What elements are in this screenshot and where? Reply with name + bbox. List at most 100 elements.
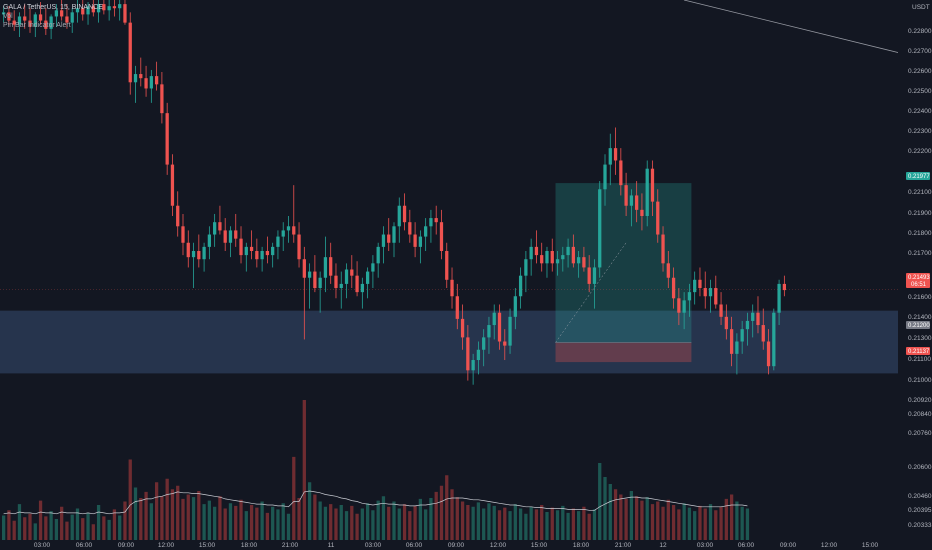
price-tick-label: 0.22400 (908, 108, 932, 115)
candle (487, 316, 491, 354)
trend-lines[interactable] (0, 0, 905, 290)
price-axis[interactable]: USDT 0.22800 0.22700 0.22600 0.22500 0.22400 0… (898, 0, 932, 540)
volume-bar (460, 501, 465, 540)
position-profit-zone[interactable] (555, 183, 692, 343)
time-axis[interactable]: 03:00 06:00 09:00 12:00 15:00 18:00 21:00 11 03:… (0, 540, 932, 550)
candle (96, 0, 101, 23)
volume-bar (740, 506, 744, 540)
volume-bar (687, 507, 692, 540)
candle-body (761, 325, 765, 342)
candle-body (318, 277, 322, 289)
volume-bar (249, 505, 254, 540)
volume-bar (28, 513, 32, 540)
candle (339, 271, 343, 309)
volume-bar (297, 498, 301, 540)
candle-body (70, 12, 74, 23)
candle (719, 292, 723, 326)
candle-body (524, 259, 528, 276)
volume-bar (387, 506, 391, 540)
candle (7, 6, 11, 25)
volume-indicator-label[interactable]: Vol (3, 13, 13, 20)
candle (645, 160, 649, 227)
candle-body (756, 312, 760, 326)
pin-bar-indicator-label[interactable]: Pin Bar Indicator Alert (3, 22, 71, 29)
price-tick-label: 0.21100 (908, 356, 931, 363)
volume-bar (133, 487, 138, 540)
candle (524, 250, 528, 293)
volume-bar (81, 518, 85, 540)
volume-bar (265, 512, 270, 540)
symbol-title[interactable]: GALA / TetherUS, 15, BINANCE (3, 4, 103, 11)
volume-bar (329, 504, 333, 540)
candle (213, 213, 217, 247)
candle (297, 222, 301, 268)
price-tag-background (906, 273, 930, 288)
candle (202, 242, 206, 272)
candle-body (429, 218, 433, 227)
candle-body (729, 329, 734, 354)
trend-line[interactable] (683, 0, 905, 55)
time-tick-label: 18:00 (241, 542, 258, 549)
candle-body (397, 205, 401, 227)
candle-body (271, 246, 275, 256)
candle (624, 172, 628, 217)
candle-body (176, 205, 180, 227)
candle-body (534, 246, 539, 256)
candle-body (466, 337, 470, 371)
volume-bar (582, 506, 586, 540)
volume-bars (2, 400, 750, 540)
candle (513, 288, 517, 330)
candle (545, 246, 549, 278)
candle (186, 230, 190, 268)
candle-body (587, 267, 591, 284)
candle (687, 283, 692, 317)
candle-body (7, 12, 11, 21)
price-tick-label: 0.21900 (908, 210, 932, 217)
candle (460, 304, 465, 350)
candle (745, 312, 750, 346)
long-position-tool[interactable] (555, 183, 692, 363)
price-tag-label: 0.21200 (908, 323, 930, 329)
price-tag: 0.21977 (906, 172, 930, 180)
price-tick-label: 0.22300 (908, 128, 932, 135)
candle (592, 259, 597, 309)
volume-bar (107, 519, 111, 540)
candle (714, 275, 718, 309)
volume-bar (682, 503, 686, 540)
volume-bar (408, 511, 412, 540)
candle (650, 160, 655, 217)
candle-body (703, 288, 707, 297)
candle (181, 213, 185, 256)
candle-body (376, 246, 380, 264)
volume-bar (181, 498, 185, 540)
candle-body (576, 257, 581, 264)
candle (81, 0, 85, 21)
price-tag-background (906, 172, 930, 180)
price-tag: 0.21200 (906, 321, 930, 329)
volume-bar (318, 501, 322, 540)
volume-bar (165, 478, 169, 540)
candle (160, 72, 164, 124)
volume-bar (724, 498, 728, 540)
volume-bar (619, 494, 623, 540)
candle-body (102, 4, 106, 11)
volume-bar (608, 484, 612, 540)
volume-bar (38, 500, 43, 540)
volume-bar (223, 508, 227, 540)
volume-bar (571, 508, 575, 540)
volume-bar (376, 500, 380, 540)
volume-bar (450, 489, 454, 540)
position-loss-zone[interactable] (555, 342, 692, 363)
axis-currency-label[interactable]: USDT (912, 4, 930, 11)
candle-body (128, 22, 132, 83)
candle-body (65, 16, 69, 23)
candle-body (645, 168, 649, 217)
candle-body (650, 168, 655, 202)
candle-body (54, 10, 59, 17)
volume-bar (350, 505, 354, 540)
time-tick-label: 18:00 (573, 542, 590, 549)
candle-body (751, 312, 755, 321)
candle (302, 246, 306, 340)
